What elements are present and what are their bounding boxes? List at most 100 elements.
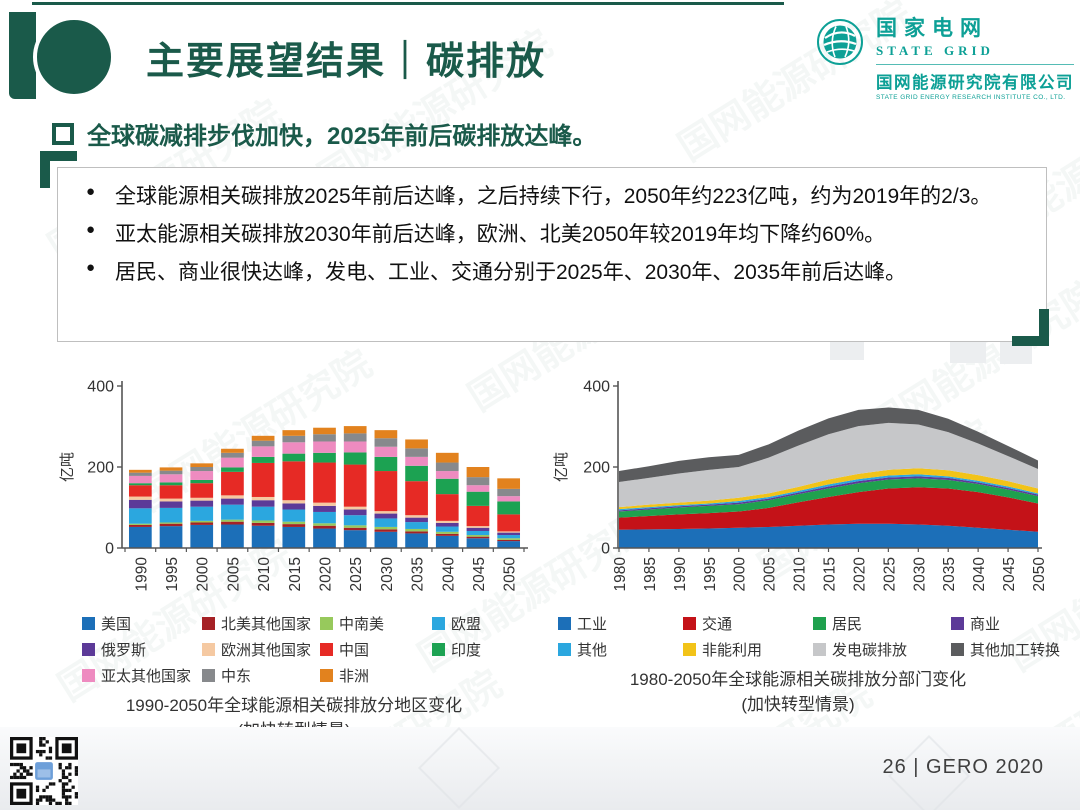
sector-chart-caption: 1980-2050年全球能源相关碳排放分部门变化 (加快转型情景)	[552, 668, 1044, 717]
corner-bracket-top-left	[40, 151, 77, 188]
svg-text:200: 200	[583, 460, 610, 477]
corner-bracket-bottom-right	[1012, 309, 1049, 346]
section-headline-text: 全球碳减排步伐加快，2025年前后碳排放达峰。	[87, 123, 597, 150]
section-headline: 全球碳减排步伐加快，2025年前后碳排放达峰。	[52, 116, 596, 151]
svg-text:1990: 1990	[672, 557, 689, 592]
legend-item: 非洲	[320, 665, 432, 686]
page-title: 主要展望结果｜碳排放	[146, 41, 547, 83]
state-grid-logo: 国家电网 STATE GRID 国网能源研究院有限公司 STATE GRID E…	[814, 12, 1074, 101]
legend-swatch-icon	[558, 617, 571, 630]
legend-swatch-icon	[82, 643, 95, 656]
legend-label: 中南美	[339, 616, 385, 633]
sector-emissions-chart: 1980 1985 1990 1995 2000 2005 2010 2015 2020 2025…	[552, 372, 1060, 717]
svg-text:2015: 2015	[822, 557, 839, 591]
svg-text:2015: 2015	[287, 557, 304, 591]
svg-text:2000: 2000	[195, 557, 212, 592]
legend-swatch-icon	[202, 669, 215, 682]
legend-swatch-icon	[432, 617, 445, 630]
legend-label: 中国	[339, 642, 370, 659]
legend-label: 欧洲其他国家	[221, 642, 312, 659]
header-accent-line	[32, 2, 784, 5]
summary-item: 全球能源相关碳排放2025年前后达峰，之后持续下行，2050年约223亿吨，约为…	[82, 178, 1024, 216]
legend-swatch-icon	[202, 617, 215, 630]
legend-item: 其他	[558, 639, 683, 660]
svg-text:2040: 2040	[971, 557, 988, 592]
legend-swatch-icon	[320, 669, 333, 682]
svg-text:亿吨: 亿吨	[59, 452, 76, 482]
legend-label: 商业	[970, 616, 1001, 633]
legend-item: 印度	[432, 639, 530, 660]
svg-text:2010: 2010	[792, 557, 809, 592]
svg-text:2045: 2045	[1001, 557, 1018, 591]
svg-text:2010: 2010	[256, 557, 273, 592]
legend-item: 工业	[558, 613, 683, 634]
svg-text:0: 0	[601, 541, 610, 558]
region-chart-legend: 美国 北美其他国家 中南美 欧盟 俄罗斯 欧洲其他国家 中国 印度 亚太其他国家 中东 非洲	[82, 613, 530, 686]
logo-org-en: STATE GRID ENERGY RESEARCH INSTITUTE CO.…	[876, 94, 1066, 101]
svg-text:2050: 2050	[502, 557, 519, 592]
legend-item: 中南美	[320, 613, 432, 634]
page-number-label: 26 | GERO 2020	[882, 756, 1044, 778]
legend-item: 欧洲其他国家	[202, 639, 320, 660]
diamond-deco	[417, 726, 501, 810]
summary-item: 亚太能源相关碳排放2030年前后达峰，欧洲、北美2050年较2019年均下降约6…	[82, 216, 1024, 254]
svg-text:亿吨: 亿吨	[553, 452, 570, 482]
caption-scenario: (加快转型情景)	[741, 694, 855, 714]
legend-label: 非能利用	[702, 642, 763, 659]
qr-code	[10, 737, 78, 805]
svg-text:2025: 2025	[881, 557, 898, 591]
legend-item: 俄罗斯	[82, 639, 202, 660]
legend-label: 交通	[702, 616, 733, 633]
legend-item: 欧盟	[432, 613, 530, 634]
logo-divider	[876, 64, 1074, 65]
legend-label: 欧盟	[451, 616, 482, 633]
region-emissions-chart: 1990 1995 2000 2005 2010 2015 2020 2025 2030 2035…	[58, 372, 530, 743]
svg-text:2020: 2020	[851, 557, 868, 592]
legend-label: 工业	[577, 616, 608, 633]
logo-text: 国家电网 STATE GRID 国网能源研究院有限公司 STATE GRID E…	[876, 12, 1074, 101]
legend-swatch-icon	[683, 617, 696, 630]
legend-swatch-icon	[82, 669, 95, 682]
legend-swatch-icon	[82, 617, 95, 630]
svg-text:2040: 2040	[440, 557, 457, 592]
logo-brand-cn: 国家电网	[876, 17, 988, 40]
legend-label: 发电碳排放	[832, 642, 908, 659]
svg-text:1980: 1980	[612, 557, 629, 592]
legend-swatch-icon	[320, 643, 333, 656]
summary-box: 全球能源相关碳排放2025年前后达峰，之后持续下行，2050年约223亿吨，约为…	[57, 167, 1047, 342]
legend-label: 其他	[577, 642, 608, 659]
legend-item: 美国	[82, 613, 202, 634]
svg-text:400: 400	[87, 379, 114, 396]
legend-swatch-icon	[432, 643, 445, 656]
legend-item: 非能利用	[683, 639, 813, 660]
legend-label: 非洲	[339, 668, 370, 685]
logo-org-cn: 国网能源研究院有限公司	[876, 74, 1074, 92]
svg-text:200: 200	[87, 460, 114, 477]
legend-label: 印度	[451, 642, 482, 659]
legend-label: 亚太其他国家	[101, 668, 192, 685]
legend-label: 北美其他国家	[221, 616, 312, 633]
caption-title: 1990-2050年全球能源相关碳排放分地区变化	[125, 696, 463, 715]
svg-text:1995: 1995	[164, 557, 181, 591]
legend-swatch-icon	[558, 643, 571, 656]
svg-text:2030: 2030	[379, 557, 396, 592]
legend-swatch-icon	[683, 643, 696, 656]
legend-swatch-icon	[202, 643, 215, 656]
svg-text:2030: 2030	[911, 557, 928, 592]
globe-icon	[817, 19, 863, 65]
legend-swatch-icon	[951, 617, 964, 630]
svg-text:2000: 2000	[732, 557, 749, 592]
svg-text:0: 0	[105, 541, 114, 558]
summary-list: 全球能源相关碳排放2025年前后达峰，之后持续下行，2050年约223亿吨，约为…	[82, 178, 1024, 291]
svg-text:2020: 2020	[318, 557, 335, 592]
legend-label: 俄罗斯	[101, 642, 147, 659]
logo-brand-en: STATE GRID	[876, 43, 994, 58]
legend-swatch-icon	[951, 643, 964, 656]
svg-text:1990: 1990	[133, 557, 150, 592]
legend-label: 居民	[832, 616, 863, 633]
header-deco-circle	[33, 16, 115, 98]
legend-swatch-icon	[813, 617, 826, 630]
header-deco-bar	[9, 12, 36, 99]
legend-swatch-icon	[813, 643, 826, 656]
svg-text:2035: 2035	[410, 557, 427, 591]
